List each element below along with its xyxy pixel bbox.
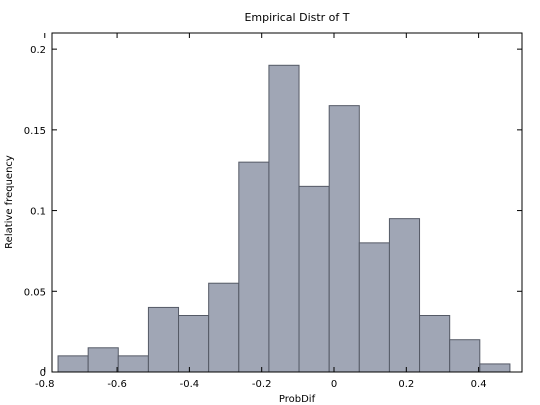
y-axis-label: Relative frequency bbox=[4, 155, 15, 249]
x-tick-label: -0.6 bbox=[107, 379, 127, 390]
x-tick-label: -0.4 bbox=[180, 379, 200, 390]
histogram-bar-11 bbox=[388, 218, 421, 373]
histogram-bar-7 bbox=[268, 64, 300, 373]
histogram-bar-1 bbox=[87, 347, 119, 373]
x-tick-label: 0.2 bbox=[398, 379, 414, 390]
x-tick-label: -0.2 bbox=[252, 379, 272, 390]
histogram-bar-9 bbox=[328, 105, 360, 373]
y-tick-label: 0.05 bbox=[24, 287, 46, 298]
histogram-bar-0 bbox=[57, 355, 89, 373]
y-tick-label: 0 bbox=[40, 368, 46, 379]
chart-title: Empirical Distr of T bbox=[244, 11, 349, 24]
histogram-bar-13 bbox=[449, 339, 481, 373]
histogram-bar-2 bbox=[117, 355, 149, 373]
y-tick-label: 0.15 bbox=[24, 126, 46, 137]
histogram-bar-14 bbox=[479, 363, 511, 373]
x-tick-label: 0.4 bbox=[471, 379, 487, 390]
histogram-bar-3 bbox=[147, 306, 180, 373]
histogram-bar-6 bbox=[238, 161, 270, 373]
y-tick-label: 0.1 bbox=[30, 207, 46, 218]
plot-area: -0.8 -0.6 -0.4 -0.2 0 0.2 0.4 0 0.05 0.1 0.15 0.2 bbox=[24, 32, 523, 390]
x-axis-label: ProbDif bbox=[279, 394, 316, 405]
x-tick-label: -0.8 bbox=[35, 379, 55, 390]
histogram-bar-10 bbox=[358, 242, 390, 373]
histogram-bar-12 bbox=[419, 315, 451, 373]
histogram-bar-5 bbox=[208, 282, 240, 373]
histogram-bar-4 bbox=[178, 315, 210, 373]
y-tick-label: 0.2 bbox=[30, 45, 46, 56]
plot-frame bbox=[51, 32, 523, 373]
x-tick-label: 0 bbox=[331, 379, 337, 390]
histogram-bar-8 bbox=[298, 185, 330, 373]
